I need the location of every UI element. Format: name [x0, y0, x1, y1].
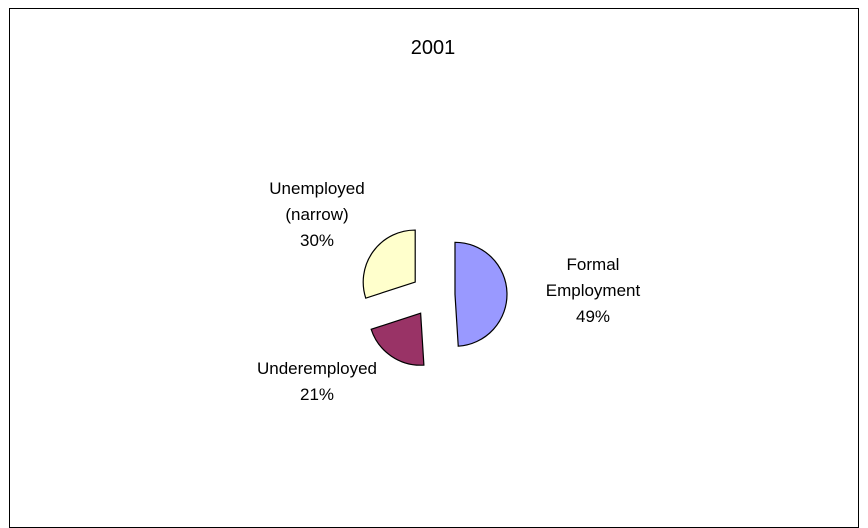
pie-slices: [362, 229, 508, 366]
chart-title: 2001: [411, 37, 456, 59]
slice-formal-employment-label: Formal Employment 49%: [546, 255, 641, 326]
slice-unemployed-narrow-label: Unemployed (narrow) 30%: [269, 179, 364, 250]
slice-formal-employment: [454, 241, 508, 347]
chart-frame: [9, 8, 859, 528]
slice-unemployed-narrow: [362, 229, 416, 299]
slice-underemployed: [370, 312, 425, 366]
pie-chart: 2001 Formal Employment 49% Underemployed 21%…: [257, 37, 641, 404]
slice-underemployed-label: Underemployed 21%: [257, 359, 377, 404]
pie-labels: Formal Employment 49% Underemployed 21% Unemp…: [257, 179, 641, 404]
